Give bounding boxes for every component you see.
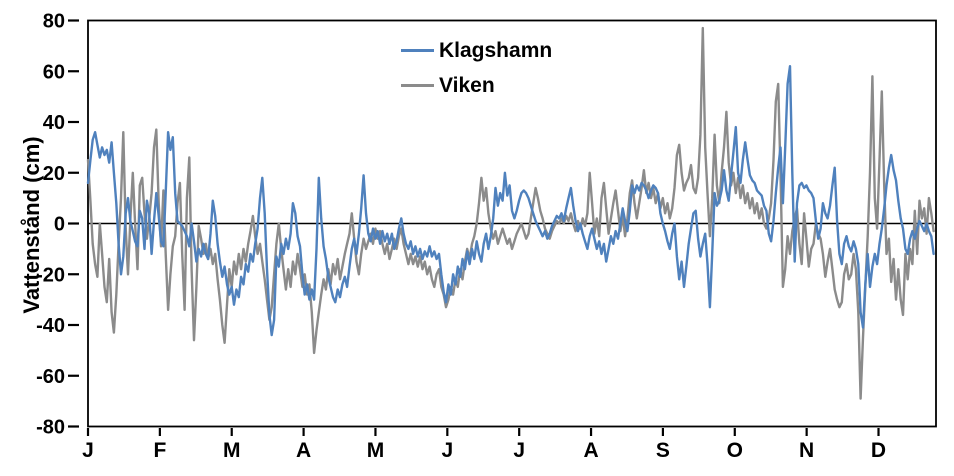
legend-label-viken: Viken: [439, 73, 495, 97]
svg-text:80: 80: [43, 11, 65, 33]
y-axis-title: Vattenstånd (cm): [19, 136, 44, 314]
klagshamn-line-swatch: [401, 49, 434, 52]
svg-text:-20: -20: [36, 264, 65, 286]
svg-text:40: 40: [43, 112, 65, 134]
svg-text:O: O: [727, 439, 743, 462]
series-line-klagshamn: [86, 64, 935, 337]
legend-label-klagshamn: Klagshamn: [439, 38, 553, 62]
svg-text:J: J: [441, 439, 453, 462]
svg-text:D: D: [871, 439, 886, 462]
svg-text:M: M: [223, 439, 241, 462]
svg-text:M: M: [367, 439, 385, 462]
legend-item-klagshamn: Klagshamn: [401, 33, 552, 68]
svg-text:-40: -40: [36, 315, 65, 337]
svg-text:A: A: [583, 439, 598, 462]
svg-text:-60: -60: [36, 366, 65, 388]
svg-text:F: F: [153, 439, 166, 462]
svg-text:N: N: [799, 439, 814, 462]
svg-text:J: J: [513, 439, 525, 462]
svg-text:J: J: [82, 439, 94, 462]
legend-item-viken: Viken: [401, 68, 552, 103]
svg-text:-80: -80: [36, 417, 65, 439]
svg-text:0: 0: [54, 214, 65, 236]
svg-text:A: A: [296, 439, 311, 462]
svg-text:S: S: [656, 439, 670, 462]
legend: Klagshamn Viken: [401, 33, 552, 103]
svg-text:20: 20: [43, 163, 65, 185]
svg-text:60: 60: [43, 61, 65, 83]
viken-line-swatch: [401, 84, 434, 87]
